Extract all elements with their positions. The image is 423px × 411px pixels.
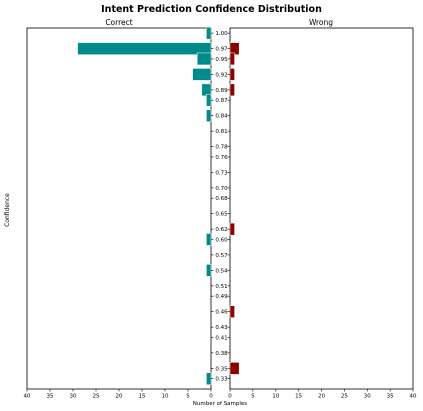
y-tick-label: 0.54 xyxy=(215,268,228,274)
bar-correct xyxy=(206,264,212,277)
bar-correct xyxy=(206,233,212,246)
y-tick-label: 0.51 xyxy=(215,284,227,290)
x-tick-label: 20 xyxy=(116,394,123,400)
y-tick-label: 0.78 xyxy=(215,145,228,151)
x-tick-label: 0 xyxy=(228,394,232,400)
y-tick-label: 0.65 xyxy=(215,212,228,218)
y-tick-label: 0.33 xyxy=(215,377,228,383)
x-tick-label: 0 xyxy=(209,394,213,400)
x-tick-label: 40 xyxy=(410,394,417,400)
bar-wrong xyxy=(229,68,235,81)
y-tick-label: 0.89 xyxy=(215,88,228,94)
x-tick-label: 20 xyxy=(318,394,325,400)
bar-correct xyxy=(206,109,212,122)
x-tick-label: 25 xyxy=(93,394,100,400)
bar-wrong xyxy=(229,52,235,66)
y-axis-label: Confidence xyxy=(4,193,11,227)
chart-title: Intent Prediction Confidence Distributio… xyxy=(101,4,322,15)
bar-wrong xyxy=(229,83,235,97)
x-tick-label: 15 xyxy=(139,394,146,400)
chart-marks: 1.00 0.97 0.95 0.92 0.89 0.87 0.84 0.81 0.78 0.76… xyxy=(24,26,417,400)
bar-wrong xyxy=(229,305,235,318)
y-tick-label: 0.49 xyxy=(215,294,228,300)
x-tick-label: 35 xyxy=(387,394,394,400)
y-tick-label: 0.60 xyxy=(215,237,228,243)
y-tick-label: 0.38 xyxy=(215,351,228,357)
bar-wrong xyxy=(229,222,235,236)
bar-wrong xyxy=(229,362,240,375)
y-tick-label: 0.95 xyxy=(215,57,228,63)
y-tick-label: 0.68 xyxy=(215,196,228,202)
bar-correct xyxy=(192,68,212,81)
y-tick-label: 0.81 xyxy=(215,129,227,135)
x-axis-label: Number of Samples xyxy=(193,401,248,407)
bar-correct xyxy=(196,52,212,66)
x-tick-label: 5 xyxy=(251,394,255,400)
y-tick-label: 0.46 xyxy=(215,310,228,316)
y-tick-label: 0.92 xyxy=(215,72,227,78)
bar-correct xyxy=(206,26,212,40)
panel-title-correct: Correct xyxy=(105,18,132,27)
y-tick-label: 0.73 xyxy=(215,170,228,176)
right-panel-frame xyxy=(229,27,414,390)
x-tick-label: 35 xyxy=(47,394,54,400)
y-tick-label: 0.87 xyxy=(215,98,228,104)
y-tick-label: 0.70 xyxy=(215,186,228,192)
bar-correct xyxy=(206,372,212,385)
x-tick-label: 15 xyxy=(295,394,302,400)
y-tick-label: 0.76 xyxy=(215,155,228,161)
panel-title-wrong: Wrong xyxy=(309,18,333,27)
y-tick-label: 0.62 xyxy=(215,227,227,233)
y-tick-label: 0.41 xyxy=(215,335,227,341)
y-tick-label: 0.35 xyxy=(215,366,228,372)
y-tick-label: 0.84 xyxy=(215,114,228,120)
x-tick-label: 30 xyxy=(364,394,371,400)
x-tick-label: 10 xyxy=(272,394,279,400)
y-tick-label: 1.00 xyxy=(215,31,228,37)
y-tick-label: 0.97 xyxy=(215,47,228,53)
x-tick-label: 40 xyxy=(24,394,31,400)
x-tick-label: 10 xyxy=(162,394,169,400)
x-tick-label: 30 xyxy=(70,394,77,400)
y-tick-label: 0.43 xyxy=(215,325,228,331)
x-tick-label: 5 xyxy=(186,394,190,400)
bar-correct xyxy=(77,42,212,55)
y-tick-label: 0.57 xyxy=(215,253,228,259)
left-panel-frame xyxy=(26,27,212,390)
x-tick-label: 25 xyxy=(341,394,348,400)
bar-correct xyxy=(206,93,212,107)
